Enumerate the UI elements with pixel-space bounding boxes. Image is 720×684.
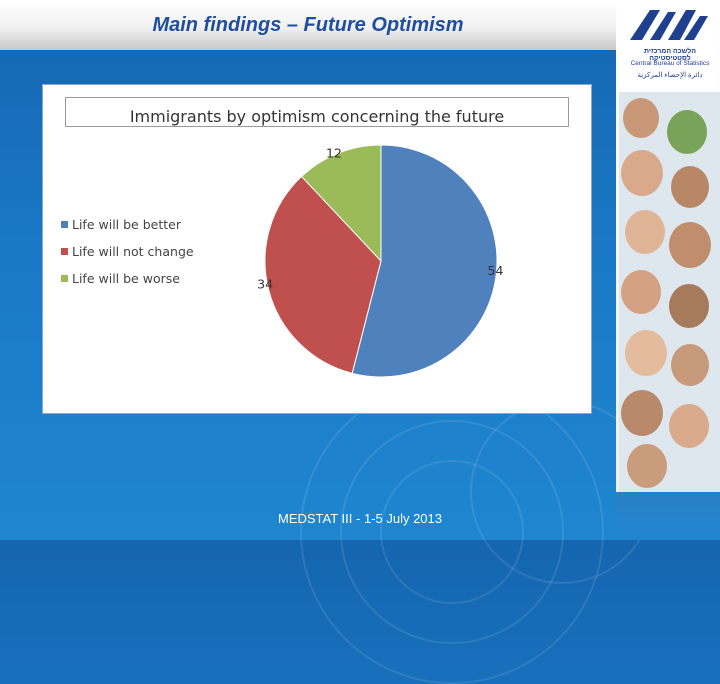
logo-english-text: Central Bureau of Statistics	[630, 60, 710, 67]
pie-slice-better	[351, 144, 498, 378]
faces-puzzle-image	[619, 92, 720, 492]
face-image	[623, 98, 659, 138]
face-image	[669, 404, 709, 448]
chart-panel: Immigrants by optimism concerning the fu…	[42, 84, 592, 414]
blue-corner-decor	[616, 492, 720, 540]
face-image	[669, 284, 709, 328]
chart-title: Immigrants by optimism concerning the fu…	[129, 107, 505, 126]
legend-label: Life will be better	[72, 217, 181, 232]
legend-swatch	[61, 221, 68, 228]
face-image	[669, 222, 711, 268]
data-label-no-change: 34	[257, 277, 273, 292]
legend-item: Life will not change	[61, 238, 194, 265]
face-image	[621, 270, 661, 314]
slide-header	[0, 0, 616, 50]
logo-hebrew-text: הלשכה המרכזית לסטטיסטיקה	[644, 48, 696, 62]
face-image	[621, 390, 663, 436]
legend-item: Life will be worse	[61, 265, 194, 292]
pie-slice-worse	[300, 144, 382, 263]
cbs-logo: הלשכה המרכזית לסטטיסטיקה Central Bureau …	[620, 2, 718, 88]
face-image	[667, 110, 707, 154]
logo-arabic-text: دائرة الإحصاء المركزية	[637, 72, 703, 79]
slide-title: Main findings – Future Optimism	[152, 14, 464, 36]
legend-swatch	[61, 275, 68, 282]
legend-label: Life will be worse	[72, 271, 180, 286]
legend-label: Life will not change	[72, 244, 194, 259]
cbs-emblem-icon	[630, 10, 708, 40]
slide-footer: MEDSTAT III - 1-5 July 2013	[278, 511, 442, 526]
face-image	[621, 150, 663, 196]
face-image	[671, 166, 709, 208]
legend-item: Life will be better	[61, 211, 194, 238]
face-image	[625, 330, 667, 376]
pie-slice-no-change	[264, 175, 382, 374]
data-label-better: 54	[488, 263, 504, 278]
face-image	[627, 444, 667, 488]
face-image	[671, 344, 709, 386]
data-label-worse: 12	[326, 145, 342, 160]
legend-swatch	[61, 248, 68, 255]
chart-legend: Life will be better Life will not change…	[61, 211, 194, 292]
face-image	[625, 210, 665, 254]
chart-title-box: Immigrants by optimism concerning the fu…	[65, 97, 569, 127]
pie-chart: 54 34 12	[257, 144, 504, 378]
